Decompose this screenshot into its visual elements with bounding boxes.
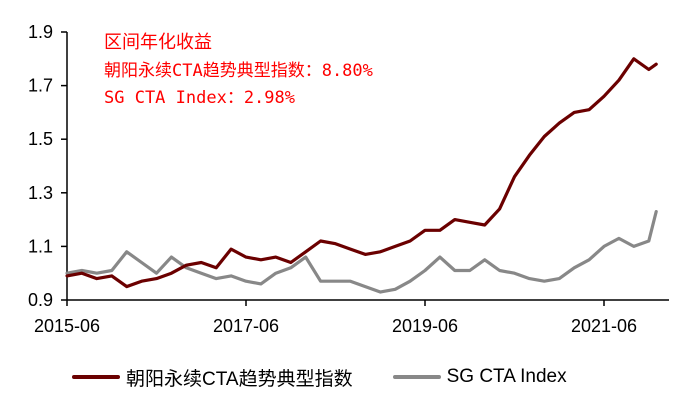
x-tick-label: 2015-06 (34, 316, 100, 336)
legend-swatch-icon (392, 375, 441, 379)
x-axis: 2015-06 2017-06 2019-06 2021-06 (34, 299, 669, 336)
y-tick-label: 1.3 (28, 183, 53, 203)
line-chart: 0.9 1.1 1.3 1.5 1.7 1.9 2015-06 2017-06 2019-06… (28, 22, 669, 336)
x-tick-label: 2019-06 (392, 316, 458, 336)
y-tick-label: 0.9 (28, 290, 53, 310)
series-layer (65, 57, 658, 294)
y-tick-label: 1.7 (28, 76, 53, 96)
x-tick-label: 2021-06 (571, 316, 637, 336)
annotation-title: 区间年化收益 (104, 32, 212, 53)
y-axis: 0.9 1.1 1.3 1.5 1.7 1.9 (28, 22, 68, 310)
y-tick-label: 1.9 (28, 22, 53, 42)
legend-label: 朝阳永续CTA趋势典型指数 (126, 368, 353, 390)
series-line (65, 210, 658, 294)
legend-swatch-icon (72, 375, 120, 379)
legend: 朝阳永续CTA趋势典型指数 SG CTA Index (72, 362, 607, 392)
annotation-box: 区间年化收益 朝阳永续CTA趋势典型指数：8.80% SG CTA Index：… (104, 32, 373, 108)
annotation-line-2: SG CTA Index：2.98% (104, 88, 295, 108)
legend-label: SG CTA Index (446, 366, 567, 387)
y-tick-label: 1.5 (28, 129, 53, 149)
legend-item-chaoyang: 朝阳永续CTA趋势典型指数 (72, 364, 353, 391)
x-tick-label: 2017-06 (213, 316, 279, 336)
y-tick-label: 1.1 (28, 236, 53, 256)
annotation-line-1: 朝阳永续CTA趋势典型指数：8.80% (104, 61, 373, 81)
series-line (65, 57, 658, 289)
legend-item-sg-cta: SG CTA Index (392, 366, 567, 388)
